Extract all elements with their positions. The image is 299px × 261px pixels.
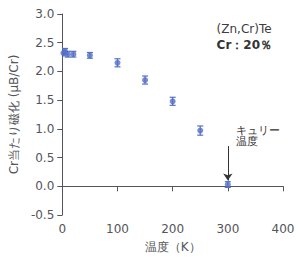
svg-text:Cr当たり磁化 (μB/Cr): Cr当たり磁化 (μB/Cr) xyxy=(7,55,21,175)
svg-text:0: 0 xyxy=(58,222,66,236)
svg-text:100: 100 xyxy=(106,222,129,236)
svg-text:1.0: 1.0 xyxy=(35,122,54,136)
svg-text:温度（K）: 温度（K） xyxy=(145,240,201,254)
svg-text:(Zn,Cr)Te: (Zn,Cr)Te xyxy=(217,22,272,36)
svg-text:1.5: 1.5 xyxy=(35,93,54,107)
svg-text:0.5: 0.5 xyxy=(35,151,54,165)
svg-text:Cr：20％: Cr：20％ xyxy=(217,38,272,52)
svg-text:2.5: 2.5 xyxy=(35,36,54,50)
svg-text:-0.5: -0.5 xyxy=(31,208,54,222)
svg-text:0.0: 0.0 xyxy=(35,179,54,193)
svg-text:200: 200 xyxy=(161,222,184,236)
svg-text:3.0: 3.0 xyxy=(35,7,54,21)
svg-text:温度: 温度 xyxy=(236,135,258,148)
svg-text:2.0: 2.0 xyxy=(35,64,54,78)
svg-text:キュリー: キュリー xyxy=(236,124,281,138)
svg-text:300: 300 xyxy=(216,222,239,236)
svg-text:400: 400 xyxy=(272,222,295,236)
